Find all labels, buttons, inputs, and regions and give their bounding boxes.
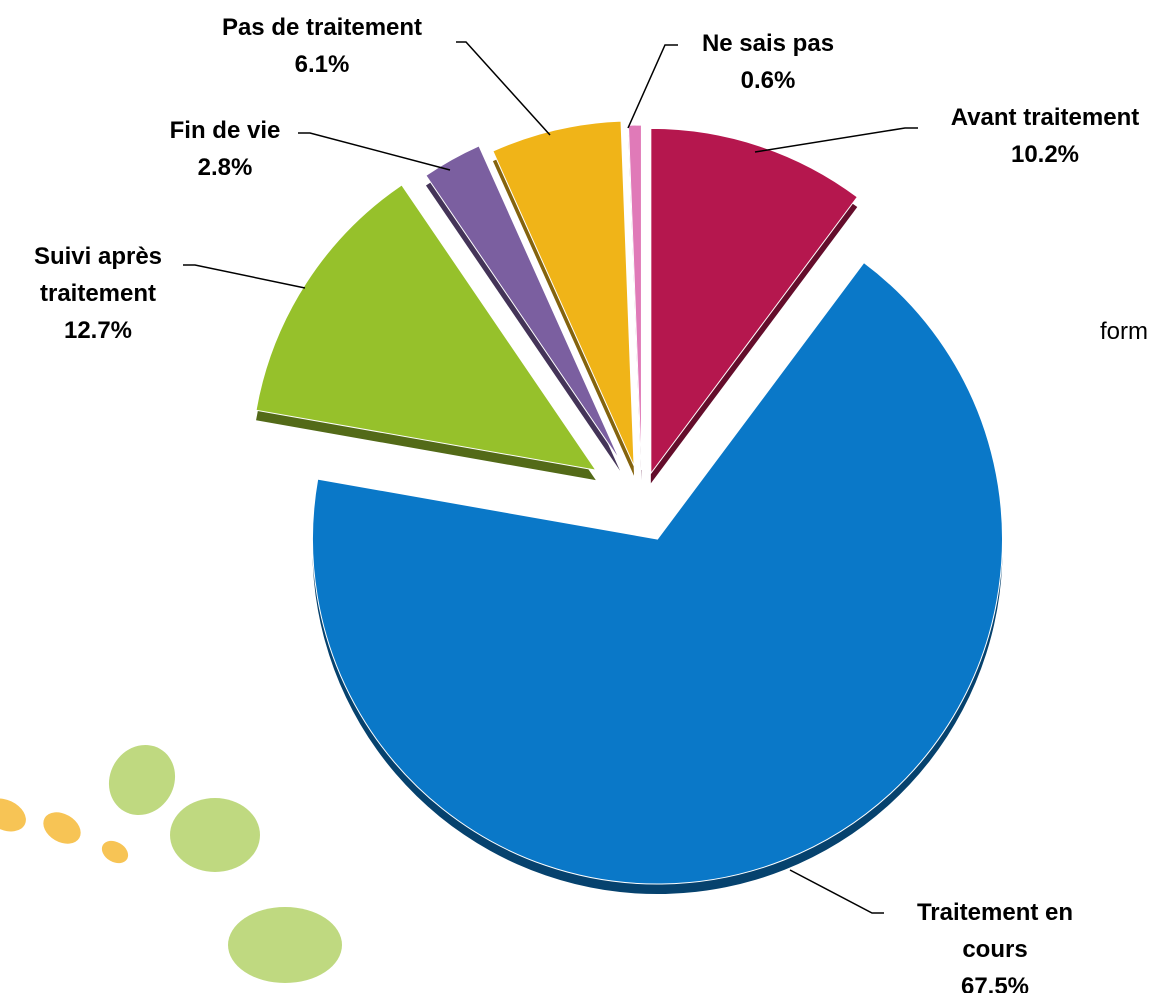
slice (650, 127, 858, 475)
slice (311, 261, 1003, 885)
slice (425, 145, 621, 461)
category-label: Pas de traitement (221, 14, 423, 41)
slice (492, 120, 635, 467)
value-label: 0.6% (740, 67, 796, 94)
category-label: Suivi après traitement (33, 243, 163, 307)
value-label: 6.1% (294, 51, 350, 78)
value-label: 2.8% (197, 154, 253, 181)
leader-line (298, 132, 451, 171)
value-label: 10.2% (1010, 141, 1080, 168)
leader-line (183, 264, 306, 289)
category-label: Ne sais pas (701, 30, 835, 57)
value-label: 67.5% (960, 973, 1030, 993)
category-label: Fin de vie (169, 117, 281, 144)
background-text: form (1100, 318, 1148, 345)
category-label: Traitement en cours (916, 899, 1074, 963)
category-label: Avant traitement (950, 104, 1140, 131)
leader-line (456, 41, 551, 136)
leader-line (789, 869, 884, 914)
leader-line (627, 44, 678, 129)
decoration (0, 744, 342, 983)
value-label: 12.7% (63, 317, 133, 344)
leader-line (754, 127, 918, 153)
slice (255, 184, 597, 471)
